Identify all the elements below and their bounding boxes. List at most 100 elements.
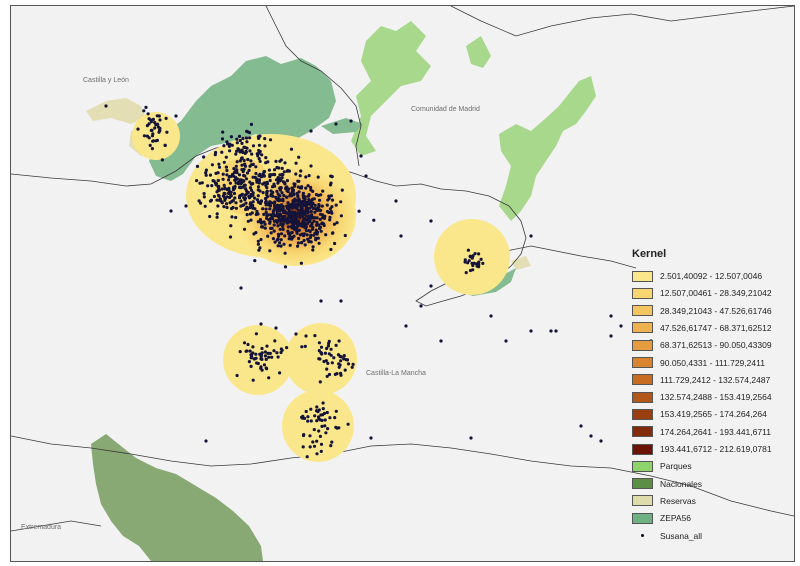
observation-point bbox=[249, 356, 253, 360]
observation-point bbox=[265, 180, 269, 184]
observation-point bbox=[260, 346, 264, 351]
observation-point bbox=[195, 164, 200, 168]
observation-point bbox=[318, 357, 322, 361]
observation-point bbox=[334, 425, 338, 429]
legend-swatch bbox=[632, 391, 653, 403]
observation-point bbox=[234, 181, 238, 185]
observation-point bbox=[238, 350, 242, 354]
observation-point bbox=[334, 409, 338, 413]
observation-point bbox=[273, 339, 277, 343]
observation-point bbox=[303, 195, 307, 199]
observation-point bbox=[311, 197, 315, 201]
observation-point bbox=[282, 219, 286, 223]
observation-point bbox=[227, 178, 231, 182]
observation-point bbox=[315, 419, 319, 423]
observation-point bbox=[285, 189, 289, 193]
observation-point bbox=[316, 236, 320, 240]
observation-point bbox=[304, 409, 308, 414]
observation-point bbox=[243, 162, 247, 166]
observation-point bbox=[228, 174, 232, 179]
observation-point bbox=[275, 189, 279, 193]
observation-point bbox=[301, 219, 306, 223]
observation-point bbox=[150, 147, 154, 151]
legend-swatch bbox=[632, 408, 653, 420]
observation-point bbox=[215, 212, 219, 216]
observation-point bbox=[249, 122, 254, 126]
observation-point bbox=[324, 359, 328, 363]
observation-point bbox=[274, 326, 278, 330]
observation-point bbox=[283, 161, 287, 165]
observation-point bbox=[309, 240, 313, 244]
observation-point bbox=[265, 344, 269, 348]
observation-point bbox=[273, 240, 277, 244]
observation-point bbox=[256, 212, 260, 216]
observation-point bbox=[223, 186, 227, 190]
observation-point bbox=[257, 148, 261, 153]
observation-point bbox=[297, 197, 301, 201]
legend-label: 68.371,62513 - 90.050,43309 bbox=[660, 340, 772, 351]
observation-point bbox=[337, 339, 341, 343]
observation-point bbox=[299, 208, 303, 212]
observation-point bbox=[301, 445, 305, 449]
observation-point bbox=[265, 189, 269, 193]
legend-item: Susana_all bbox=[632, 529, 702, 543]
observation-point bbox=[239, 286, 243, 290]
observation-point bbox=[288, 232, 292, 236]
observation-point bbox=[316, 206, 320, 210]
observation-point bbox=[273, 168, 277, 172]
observation-point bbox=[301, 433, 306, 438]
observation-point bbox=[204, 439, 208, 443]
observation-point bbox=[325, 203, 329, 207]
observation-point bbox=[233, 196, 237, 200]
observation-point bbox=[475, 264, 479, 268]
observation-point bbox=[554, 329, 558, 333]
observation-point bbox=[246, 219, 250, 223]
observation-point bbox=[309, 407, 313, 411]
observation-point bbox=[254, 332, 258, 336]
observation-point bbox=[244, 187, 248, 191]
observation-point bbox=[238, 159, 242, 163]
observation-point bbox=[283, 251, 287, 255]
legend-swatch bbox=[632, 374, 653, 386]
observation-point bbox=[202, 192, 206, 196]
observation-point bbox=[229, 135, 233, 139]
observation-point bbox=[264, 161, 268, 165]
observation-point bbox=[322, 216, 327, 220]
observation-point bbox=[268, 351, 272, 355]
observation-point bbox=[261, 207, 265, 211]
observation-point bbox=[229, 194, 233, 198]
observation-point bbox=[463, 258, 467, 262]
observation-point bbox=[136, 127, 140, 131]
label-castilla-mancha: Castilla-La Mancha bbox=[366, 370, 426, 377]
observation-point bbox=[323, 424, 327, 428]
observation-point bbox=[489, 314, 493, 318]
observation-point bbox=[320, 204, 324, 208]
observation-point bbox=[245, 129, 249, 133]
observation-point bbox=[259, 322, 263, 326]
observation-point bbox=[276, 207, 280, 211]
observation-point bbox=[268, 138, 273, 142]
observation-point bbox=[270, 215, 274, 219]
observation-point bbox=[265, 195, 270, 199]
observation-point bbox=[468, 268, 473, 273]
observation-point bbox=[289, 147, 294, 151]
observation-point bbox=[276, 192, 280, 196]
observation-point bbox=[342, 357, 346, 361]
legend-label: 111.729,2412 - 132.574,2487 bbox=[660, 374, 771, 385]
observation-point bbox=[325, 346, 329, 351]
legend-swatch bbox=[632, 478, 653, 490]
observation-point bbox=[270, 355, 274, 359]
observation-point bbox=[311, 189, 315, 193]
observation-point bbox=[157, 114, 161, 118]
observation-point bbox=[220, 137, 225, 141]
observation-point bbox=[290, 237, 294, 241]
observation-point bbox=[303, 243, 307, 247]
map-canvas bbox=[11, 6, 794, 561]
observation-point bbox=[311, 206, 315, 210]
observation-point bbox=[328, 183, 333, 187]
observation-point bbox=[278, 173, 282, 177]
observation-point bbox=[357, 209, 361, 213]
observation-point bbox=[305, 233, 309, 237]
observation-point bbox=[309, 164, 313, 168]
observation-point bbox=[529, 329, 533, 333]
